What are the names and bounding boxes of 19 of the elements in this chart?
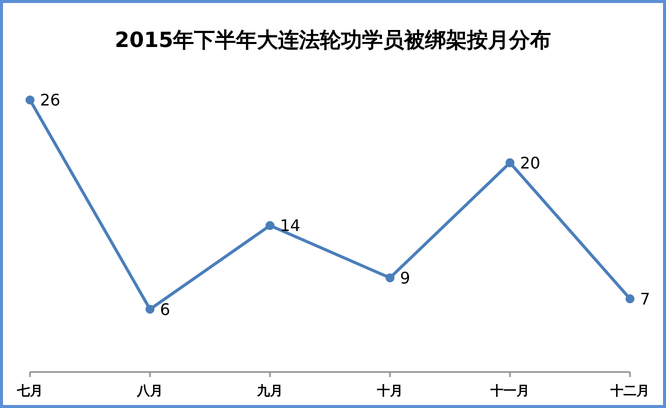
x-tick-label: 九月 [256, 384, 283, 399]
x-tick-label: 十一月 [490, 384, 530, 399]
x-tick-label: 十月 [376, 384, 403, 399]
point [146, 304, 154, 314]
x-tick-label: 七月 [16, 384, 43, 399]
data-label: 9 [400, 268, 410, 288]
data-label: 7 [640, 289, 650, 308]
x-tick-label: 八月 [136, 384, 163, 399]
point [386, 273, 394, 282]
data-label: 14 [280, 216, 300, 236]
point [266, 221, 274, 230]
point [26, 96, 34, 104]
x-tick-label: 十二月 [610, 384, 650, 399]
point [626, 294, 634, 304]
point [506, 158, 514, 168]
data-label: 6 [160, 300, 170, 319]
data-label: 26 [40, 90, 60, 110]
data-label: 20 [520, 153, 540, 172]
chart-title: 2015年下半年大连法轮功学员被绑架按月分布 [114, 28, 552, 52]
